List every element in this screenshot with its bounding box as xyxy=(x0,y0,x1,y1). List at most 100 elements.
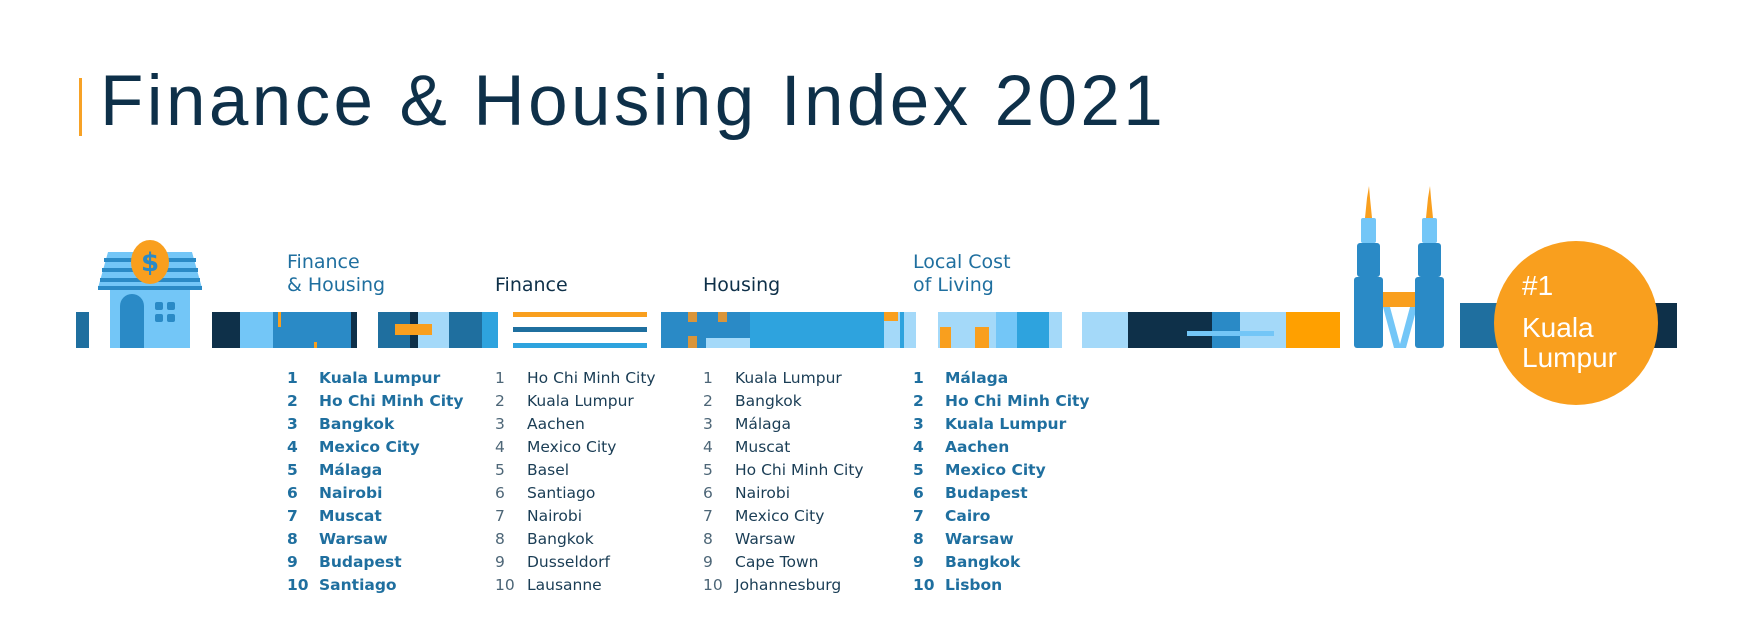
band-segment xyxy=(1286,312,1340,348)
rank-number: 8 xyxy=(703,530,713,548)
rank-number: 9 xyxy=(913,553,924,571)
rank-number: 8 xyxy=(287,530,298,548)
band-segment xyxy=(706,338,750,348)
band-segment xyxy=(212,312,240,348)
column-header-local-cost-of-living: Local Cost of Living xyxy=(913,251,1011,297)
band-accent xyxy=(718,312,727,322)
city-name: Málaga xyxy=(319,461,383,479)
band-segment xyxy=(1049,312,1062,348)
rank-number: 10 xyxy=(913,576,935,594)
city-name: Bangkok xyxy=(527,530,594,548)
band-segment xyxy=(900,312,904,348)
city-name: Kuala Lumpur xyxy=(735,369,842,387)
band-segment xyxy=(351,312,357,348)
city-name: Aachen xyxy=(945,438,1010,456)
rank-number: 7 xyxy=(287,507,298,525)
city-name: Budapest xyxy=(319,553,402,571)
band-accent xyxy=(688,336,697,348)
band-segment xyxy=(750,312,884,348)
city-name: Kuala Lumpur xyxy=(527,392,634,410)
rank-number: 3 xyxy=(287,415,298,433)
rank-number: 7 xyxy=(703,507,713,525)
rank-number: 9 xyxy=(703,553,713,571)
column-header-housing: Housing xyxy=(703,274,781,296)
city-name: Nairobi xyxy=(319,484,383,502)
rank-number: 2 xyxy=(913,392,924,410)
city-name: Ho Chi Minh City xyxy=(945,392,1090,410)
city-name: Mexico City xyxy=(945,461,1046,479)
band-accent xyxy=(884,312,898,321)
city-name: Cairo xyxy=(945,507,991,525)
band-segment xyxy=(1128,312,1212,348)
city-name: Nairobi xyxy=(735,484,791,502)
rank-number: 10 xyxy=(287,576,309,594)
rank-number: 6 xyxy=(913,484,924,502)
city-name: Aachen xyxy=(527,415,585,433)
band-segment xyxy=(900,312,916,348)
band-segment xyxy=(1240,312,1286,348)
rank-number: 10 xyxy=(703,576,723,594)
header-line: & Housing xyxy=(287,274,386,296)
house-coin-icon: $ xyxy=(98,240,202,348)
rank-number: 4 xyxy=(913,438,924,456)
rank-number: 7 xyxy=(913,507,924,525)
rank-number: 8 xyxy=(495,530,505,548)
city-name: Basel xyxy=(527,461,570,479)
band-segment xyxy=(449,312,482,348)
rank-number: 8 xyxy=(913,530,924,548)
rank-number: 9 xyxy=(495,553,505,571)
svg-text:$: $ xyxy=(141,248,159,278)
band-accent xyxy=(940,327,951,348)
rank-number: 3 xyxy=(703,415,713,433)
city-name: Bangkok xyxy=(735,392,802,410)
header-line: of Living xyxy=(913,274,994,296)
rank-number: 9 xyxy=(287,553,298,571)
city-name: Budapest xyxy=(945,484,1028,502)
rank-number: 4 xyxy=(703,438,713,456)
city-name: Warsaw xyxy=(735,530,796,548)
city-name: Ho Chi Minh City xyxy=(527,369,656,387)
city-name: Ho Chi Minh City xyxy=(735,461,864,479)
band-line xyxy=(513,312,647,317)
title-accent-bar xyxy=(79,78,82,136)
city-name: Málaga xyxy=(735,415,792,433)
city-name: Lausanne xyxy=(527,576,602,594)
rank-number: 4 xyxy=(287,438,298,456)
band-accent xyxy=(975,327,989,348)
column-header-finance-housing: Finance & Housing xyxy=(287,251,385,297)
rank-number: 3 xyxy=(495,415,505,433)
city-name: Johannesburg xyxy=(735,576,842,594)
city-name: Nairobi xyxy=(527,507,583,525)
city-name: Bangkok xyxy=(945,553,1021,571)
rank-number: 4 xyxy=(495,438,505,456)
rank-number: 1 xyxy=(495,369,505,387)
band-segment xyxy=(884,312,900,348)
badge-city-line1: Kuala xyxy=(1522,312,1594,343)
city-name: Cape Town xyxy=(735,553,819,571)
rank-number: 5 xyxy=(495,461,505,479)
band-segment xyxy=(482,312,498,348)
city-name: Ho Chi Minh City xyxy=(319,392,464,410)
city-name: Bangkok xyxy=(319,415,395,433)
band-accent xyxy=(395,324,432,335)
city-name: Muscat xyxy=(319,507,382,525)
city-name: Santiago xyxy=(527,484,596,502)
rank-number: 5 xyxy=(703,461,713,479)
top-city-badge: #1 Kuala Lumpur xyxy=(1494,241,1658,405)
band-segment xyxy=(240,312,273,348)
band-segment xyxy=(273,312,351,348)
city-name: Lisbon xyxy=(945,576,1003,594)
band-segment xyxy=(1082,312,1128,348)
rank-number: 3 xyxy=(913,415,924,433)
band-segment xyxy=(1460,303,1499,348)
city-name: Muscat xyxy=(735,438,791,456)
badge-city-line2: Lumpur xyxy=(1522,342,1617,373)
rank-number: 6 xyxy=(703,484,713,502)
band-line xyxy=(513,343,647,348)
rank-number: 5 xyxy=(287,461,298,479)
city-name: Warsaw xyxy=(319,530,388,548)
band-accent xyxy=(278,312,281,327)
city-name: Kuala Lumpur xyxy=(319,369,441,387)
city-name: Málaga xyxy=(945,369,1009,387)
city-name: Mexico City xyxy=(319,438,420,456)
